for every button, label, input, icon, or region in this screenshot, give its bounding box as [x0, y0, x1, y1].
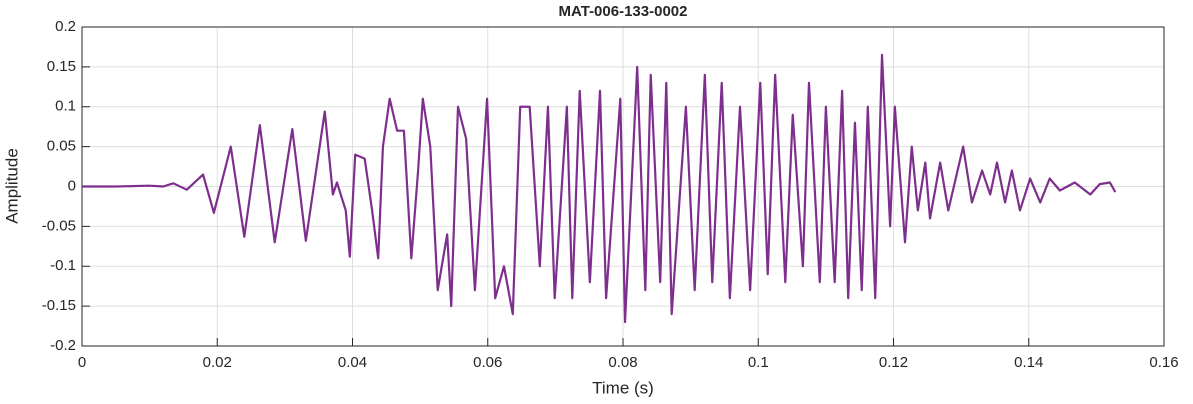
x-tick-label: 0.14 [1014, 354, 1043, 371]
chart-title: MAT-006-133-0002 [559, 3, 688, 20]
x-tick-label: 0.04 [338, 354, 367, 371]
x-tick-label: 0 [78, 354, 86, 371]
x-tick-label: 0.06 [473, 354, 502, 371]
y-tick-label: -0.05 [42, 217, 76, 234]
waveform-line [82, 53, 1117, 324]
y-tick-label: -0.2 [50, 337, 76, 354]
y-tick-label: -0.15 [42, 297, 76, 314]
x-tick-label: 0.16 [1149, 354, 1178, 371]
x-tick-label: 0.08 [608, 354, 637, 371]
y-axis-label: Amplitude [2, 148, 21, 224]
y-tick-label: 0.1 [55, 98, 76, 115]
y-tick-label: 0 [68, 177, 76, 194]
x-tick-label: 0.12 [879, 354, 908, 371]
y-tick-label: 0.05 [47, 138, 76, 155]
y-tick-label: 0.2 [55, 18, 76, 35]
y-tick-label: 0.15 [47, 58, 76, 75]
x-tick-label: 0.02 [203, 354, 232, 371]
y-tick-label: -0.1 [50, 257, 76, 274]
x-axis-label: Time (s) [592, 378, 654, 397]
x-tick-label: 0.1 [748, 354, 769, 371]
